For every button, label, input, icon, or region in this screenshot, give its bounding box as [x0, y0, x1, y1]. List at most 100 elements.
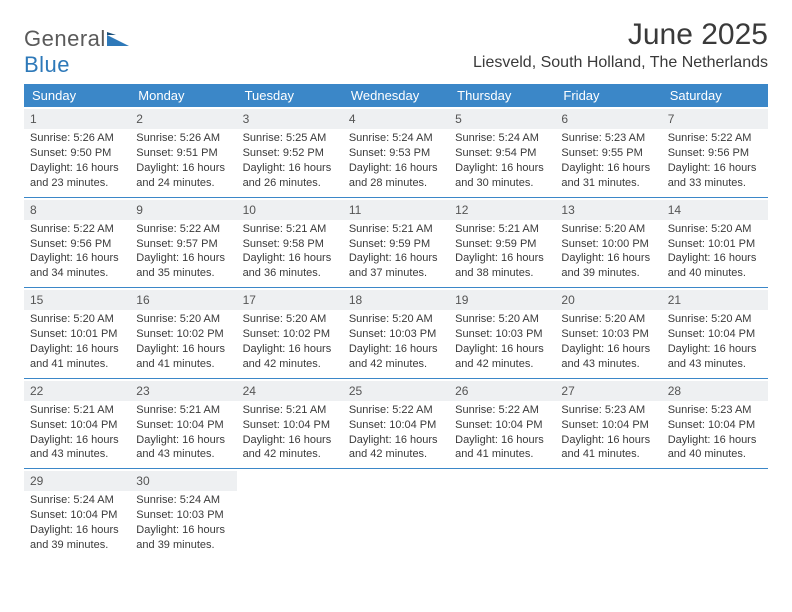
calendar-day-cell: 20Sunrise: 5:20 AMSunset: 10:03 PMDaylig… — [555, 288, 661, 379]
daylight-text: Daylight: 16 hours and 35 minutes. — [136, 251, 230, 281]
sunrise-text: Sunrise: 5:24 AM — [455, 131, 549, 146]
location-text: Liesveld, South Holland, The Netherlands — [473, 54, 768, 72]
calendar-day-cell — [343, 469, 449, 559]
sunset-text: Sunset: 9:52 PM — [243, 146, 337, 161]
calendar-page: GeneralBlue June 2025 Liesveld, South Ho… — [0, 0, 792, 559]
day-number: 26 — [449, 381, 555, 401]
day-info: Sunrise: 5:20 AMSunset: 10:03 PMDaylight… — [561, 312, 655, 371]
sunrise-text: Sunrise: 5:20 AM — [243, 312, 337, 327]
day-info: Sunrise: 5:26 AMSunset: 9:51 PMDaylight:… — [136, 131, 230, 190]
sunrise-text: Sunrise: 5:24 AM — [136, 493, 230, 508]
brand-logo: GeneralBlue — [24, 18, 129, 78]
day-number: 25 — [343, 381, 449, 401]
sunrise-text: Sunrise: 5:20 AM — [30, 312, 124, 327]
sunset-text: Sunset: 9:59 PM — [455, 237, 549, 252]
sunset-text: Sunset: 10:01 PM — [668, 237, 762, 252]
day-info: Sunrise: 5:20 AMSunset: 10:00 PMDaylight… — [561, 222, 655, 281]
daylight-text: Daylight: 16 hours and 43 minutes. — [30, 433, 124, 463]
calendar-day-cell: 16Sunrise: 5:20 AMSunset: 10:02 PMDaylig… — [130, 288, 236, 379]
sunrise-text: Sunrise: 5:23 AM — [561, 131, 655, 146]
day-info: Sunrise: 5:20 AMSunset: 10:03 PMDaylight… — [455, 312, 549, 371]
calendar-day-cell: 21Sunrise: 5:20 AMSunset: 10:04 PMDaylig… — [662, 288, 768, 379]
calendar-day-cell: 11Sunrise: 5:21 AMSunset: 9:59 PMDayligh… — [343, 197, 449, 288]
sunset-text: Sunset: 9:54 PM — [455, 146, 549, 161]
day-number: 7 — [662, 109, 768, 129]
day-header: Saturday — [662, 84, 768, 107]
sunrise-text: Sunrise: 5:21 AM — [243, 222, 337, 237]
daylight-text: Daylight: 16 hours and 40 minutes. — [668, 251, 762, 281]
title-block: June 2025 Liesveld, South Holland, The N… — [473, 18, 768, 72]
day-info: Sunrise: 5:23 AMSunset: 10:04 PMDaylight… — [668, 403, 762, 462]
daylight-text: Daylight: 16 hours and 41 minutes. — [136, 342, 230, 372]
day-info: Sunrise: 5:24 AMSunset: 9:53 PMDaylight:… — [349, 131, 443, 190]
sunset-text: Sunset: 10:03 PM — [561, 327, 655, 342]
daylight-text: Daylight: 16 hours and 38 minutes. — [455, 251, 549, 281]
daylight-text: Daylight: 16 hours and 30 minutes. — [455, 161, 549, 191]
day-info: Sunrise: 5:20 AMSunset: 10:02 PMDaylight… — [136, 312, 230, 371]
sunset-text: Sunset: 9:57 PM — [136, 237, 230, 252]
day-info: Sunrise: 5:21 AMSunset: 9:59 PMDaylight:… — [455, 222, 549, 281]
day-number: 23 — [130, 381, 236, 401]
day-info: Sunrise: 5:21 AMSunset: 10:04 PMDaylight… — [30, 403, 124, 462]
daylight-text: Daylight: 16 hours and 40 minutes. — [668, 433, 762, 463]
sunset-text: Sunset: 10:00 PM — [561, 237, 655, 252]
day-info: Sunrise: 5:23 AMSunset: 10:04 PMDaylight… — [561, 403, 655, 462]
day-info: Sunrise: 5:24 AMSunset: 9:54 PMDaylight:… — [455, 131, 549, 190]
calendar-day-cell: 17Sunrise: 5:20 AMSunset: 10:02 PMDaylig… — [237, 288, 343, 379]
sunrise-text: Sunrise: 5:26 AM — [136, 131, 230, 146]
daylight-text: Daylight: 16 hours and 34 minutes. — [30, 251, 124, 281]
day-number: 27 — [555, 381, 661, 401]
day-info: Sunrise: 5:22 AMSunset: 9:57 PMDaylight:… — [136, 222, 230, 281]
sunrise-text: Sunrise: 5:23 AM — [561, 403, 655, 418]
sunrise-text: Sunrise: 5:21 AM — [349, 222, 443, 237]
day-header: Monday — [130, 84, 236, 107]
calendar-header-row: Sunday Monday Tuesday Wednesday Thursday… — [24, 84, 768, 107]
daylight-text: Daylight: 16 hours and 41 minutes. — [455, 433, 549, 463]
sunrise-text: Sunrise: 5:23 AM — [668, 403, 762, 418]
daylight-text: Daylight: 16 hours and 43 minutes. — [561, 342, 655, 372]
sunset-text: Sunset: 10:01 PM — [30, 327, 124, 342]
calendar-day-cell: 15Sunrise: 5:20 AMSunset: 10:01 PMDaylig… — [24, 288, 130, 379]
calendar-week-row: 22Sunrise: 5:21 AMSunset: 10:04 PMDaylig… — [24, 378, 768, 469]
day-info: Sunrise: 5:26 AMSunset: 9:50 PMDaylight:… — [30, 131, 124, 190]
daylight-text: Daylight: 16 hours and 42 minutes. — [349, 433, 443, 463]
sunrise-text: Sunrise: 5:20 AM — [349, 312, 443, 327]
day-header: Wednesday — [343, 84, 449, 107]
calendar-table: Sunday Monday Tuesday Wednesday Thursday… — [24, 84, 768, 559]
day-number: 17 — [237, 290, 343, 310]
calendar-day-cell: 26Sunrise: 5:22 AMSunset: 10:04 PMDaylig… — [449, 378, 555, 469]
sunrise-text: Sunrise: 5:20 AM — [668, 222, 762, 237]
daylight-text: Daylight: 16 hours and 39 minutes. — [30, 523, 124, 553]
calendar-day-cell: 1Sunrise: 5:26 AMSunset: 9:50 PMDaylight… — [24, 107, 130, 197]
calendar-day-cell: 29Sunrise: 5:24 AMSunset: 10:04 PMDaylig… — [24, 469, 130, 559]
day-info: Sunrise: 5:22 AMSunset: 9:56 PMDaylight:… — [30, 222, 124, 281]
day-number: 6 — [555, 109, 661, 129]
calendar-day-cell: 2Sunrise: 5:26 AMSunset: 9:51 PMDaylight… — [130, 107, 236, 197]
day-number: 3 — [237, 109, 343, 129]
day-number: 2 — [130, 109, 236, 129]
day-info: Sunrise: 5:22 AMSunset: 9:56 PMDaylight:… — [668, 131, 762, 190]
day-number: 13 — [555, 200, 661, 220]
sunset-text: Sunset: 9:55 PM — [561, 146, 655, 161]
sunrise-text: Sunrise: 5:20 AM — [455, 312, 549, 327]
day-info: Sunrise: 5:22 AMSunset: 10:04 PMDaylight… — [455, 403, 549, 462]
day-info: Sunrise: 5:25 AMSunset: 9:52 PMDaylight:… — [243, 131, 337, 190]
day-info: Sunrise: 5:22 AMSunset: 10:04 PMDaylight… — [349, 403, 443, 462]
daylight-text: Daylight: 16 hours and 42 minutes. — [243, 433, 337, 463]
day-header: Sunday — [24, 84, 130, 107]
sunset-text: Sunset: 10:04 PM — [243, 418, 337, 433]
daylight-text: Daylight: 16 hours and 28 minutes. — [349, 161, 443, 191]
daylight-text: Daylight: 16 hours and 24 minutes. — [136, 161, 230, 191]
day-number: 15 — [24, 290, 130, 310]
sunrise-text: Sunrise: 5:21 AM — [136, 403, 230, 418]
day-info: Sunrise: 5:20 AMSunset: 10:01 PMDaylight… — [30, 312, 124, 371]
day-info: Sunrise: 5:20 AMSunset: 10:01 PMDaylight… — [668, 222, 762, 281]
calendar-day-cell: 18Sunrise: 5:20 AMSunset: 10:03 PMDaylig… — [343, 288, 449, 379]
calendar-day-cell: 25Sunrise: 5:22 AMSunset: 10:04 PMDaylig… — [343, 378, 449, 469]
calendar-day-cell: 22Sunrise: 5:21 AMSunset: 10:04 PMDaylig… — [24, 378, 130, 469]
day-number: 20 — [555, 290, 661, 310]
calendar-day-cell: 27Sunrise: 5:23 AMSunset: 10:04 PMDaylig… — [555, 378, 661, 469]
day-header: Friday — [555, 84, 661, 107]
sunset-text: Sunset: 10:04 PM — [349, 418, 443, 433]
daylight-text: Daylight: 16 hours and 33 minutes. — [668, 161, 762, 191]
